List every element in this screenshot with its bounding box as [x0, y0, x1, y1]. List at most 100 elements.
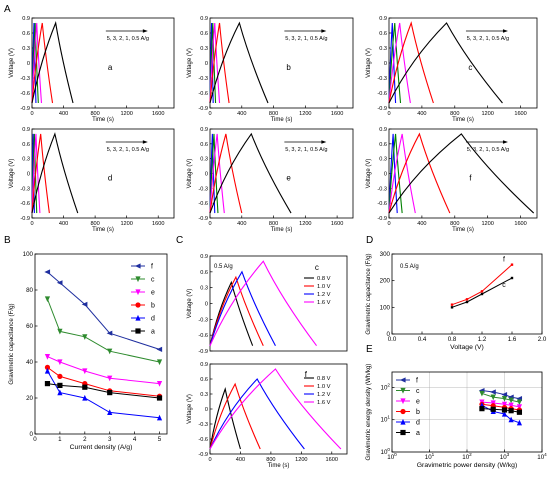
series-line	[481, 404, 520, 424]
series-c: c	[450, 276, 514, 309]
series-line	[31, 21, 74, 104]
data-point	[516, 409, 523, 415]
x-tick-label: 800	[450, 221, 459, 227]
x-axis-label: Time (s)	[452, 117, 474, 123]
y-tick-label: 80	[26, 287, 33, 294]
series-#000000	[388, 22, 503, 104]
series-#ff0000	[209, 133, 243, 214]
data-point	[400, 408, 406, 415]
curve-set-label: f	[305, 370, 308, 379]
x-tick-label: 1200	[120, 111, 132, 117]
x-tick-label: 5	[158, 436, 162, 443]
x-tick-label: 0	[30, 111, 33, 117]
x-tick-label: 400	[417, 221, 426, 227]
data-point	[510, 263, 514, 266]
data-point	[135, 289, 141, 296]
data-point	[135, 328, 141, 334]
y-tick-label: 300	[380, 251, 391, 258]
y-tick-label: -0.6	[198, 201, 208, 207]
y-axis-label: Voltage (V)	[366, 48, 372, 78]
x-tick-label: 800	[90, 221, 99, 227]
x-tick-label: 1600	[152, 221, 164, 227]
y-tick-label: 0.3	[22, 46, 30, 52]
series-#ff00ff	[31, 22, 43, 104]
x-tick-label: 800	[450, 111, 459, 117]
chart-D: 0.0 0.4 0.8 1.2 1.6 2.0 0 100 200 300 Voltage (V) G…	[365, 251, 547, 351]
y-tick-label: -0.3	[20, 186, 30, 192]
y-axis-label: Voltage (V)	[9, 48, 15, 78]
chart-A-e: 0 400 800 1200 1600 -0.9 -0.6 -0.3 0 0.3 0.6 0.9 Tim…	[187, 127, 354, 233]
series-#000000	[209, 21, 269, 104]
x-tick-label: 104	[537, 452, 547, 461]
series-line	[388, 132, 451, 214]
series-line	[31, 133, 50, 214]
series-line	[388, 22, 402, 104]
data-point	[508, 402, 514, 409]
data-point	[508, 408, 514, 414]
y-tick-label: -0.3	[198, 422, 208, 428]
series-#ff00ff	[31, 133, 41, 214]
chart-A-b: 0 400 800 1200 1600 -0.9 -0.6 -0.3 0 0.3 0.6 0.9 Tim…	[187, 16, 354, 123]
y-tick-label: 100	[381, 447, 391, 456]
annotation-arrowhead	[142, 140, 148, 144]
data-point	[510, 276, 514, 280]
data-point	[501, 410, 508, 417]
data-point	[156, 359, 163, 366]
x-tick-label: 1200	[299, 221, 311, 227]
data-point	[82, 394, 88, 401]
x-tick-label: 103	[500, 452, 510, 461]
series-e	[44, 354, 163, 387]
legend-label: c	[416, 388, 420, 395]
legend-label: a	[151, 329, 155, 336]
y-tick-label: 0.6	[379, 31, 387, 37]
data-point	[490, 394, 496, 401]
y-tick-label: 0.3	[200, 46, 208, 52]
y-tick-label: 20	[26, 395, 33, 402]
legend-label: a	[416, 430, 420, 437]
panel-label-A: A	[4, 4, 11, 15]
data-point	[516, 419, 523, 426]
y-tick-label: 101	[381, 415, 391, 424]
legend-label: d	[416, 420, 420, 427]
data-point	[82, 334, 88, 340]
y-tick-label: 0.3	[379, 157, 387, 163]
x-tick-label: 1600	[514, 111, 526, 117]
plot-frame	[34, 253, 168, 435]
series-#ff00ff	[388, 22, 411, 104]
legend-label: 1.2 V	[317, 392, 331, 398]
y-tick-label: 0	[205, 61, 208, 67]
data-point	[480, 290, 484, 293]
legend-label: c	[151, 277, 155, 284]
data-point	[400, 429, 406, 436]
y-tick-label: -0.3	[20, 76, 30, 82]
x-tick-label: 0	[387, 111, 390, 117]
x-tick-label: 1200	[295, 457, 307, 463]
curve-set-label: f	[469, 174, 472, 183]
y-tick-label: 102	[381, 382, 391, 391]
series-#ff0000	[388, 132, 451, 214]
series-#008000	[209, 133, 219, 214]
series-line	[209, 133, 243, 214]
y-tick-label: 0.9	[379, 16, 387, 22]
x-tick-label: 0	[208, 111, 211, 117]
legend-label: e	[416, 399, 420, 406]
legend-label: b	[151, 303, 155, 310]
legend-label: 0.8 V	[317, 276, 331, 282]
data-point	[107, 409, 113, 415]
legend-label: 1.2 V	[317, 292, 331, 298]
series-d	[44, 367, 163, 421]
series-1.0 V	[209, 275, 264, 346]
y-tick-label: -0.3	[377, 186, 387, 192]
curve-set-label: b	[286, 63, 291, 72]
panel-label-D: D	[366, 235, 373, 246]
series-1.2 V	[209, 378, 305, 450]
series-c	[44, 296, 163, 366]
y-tick-label: 0	[205, 302, 208, 308]
x-tick-label: 0	[387, 221, 390, 227]
data-point	[44, 296, 51, 303]
curve-set-label: c	[315, 263, 319, 272]
data-point	[156, 414, 163, 421]
annotation-text: 5, 3, 2, 1, 0.5 A/g	[467, 36, 509, 42]
y-tick-label: 100	[380, 304, 391, 311]
